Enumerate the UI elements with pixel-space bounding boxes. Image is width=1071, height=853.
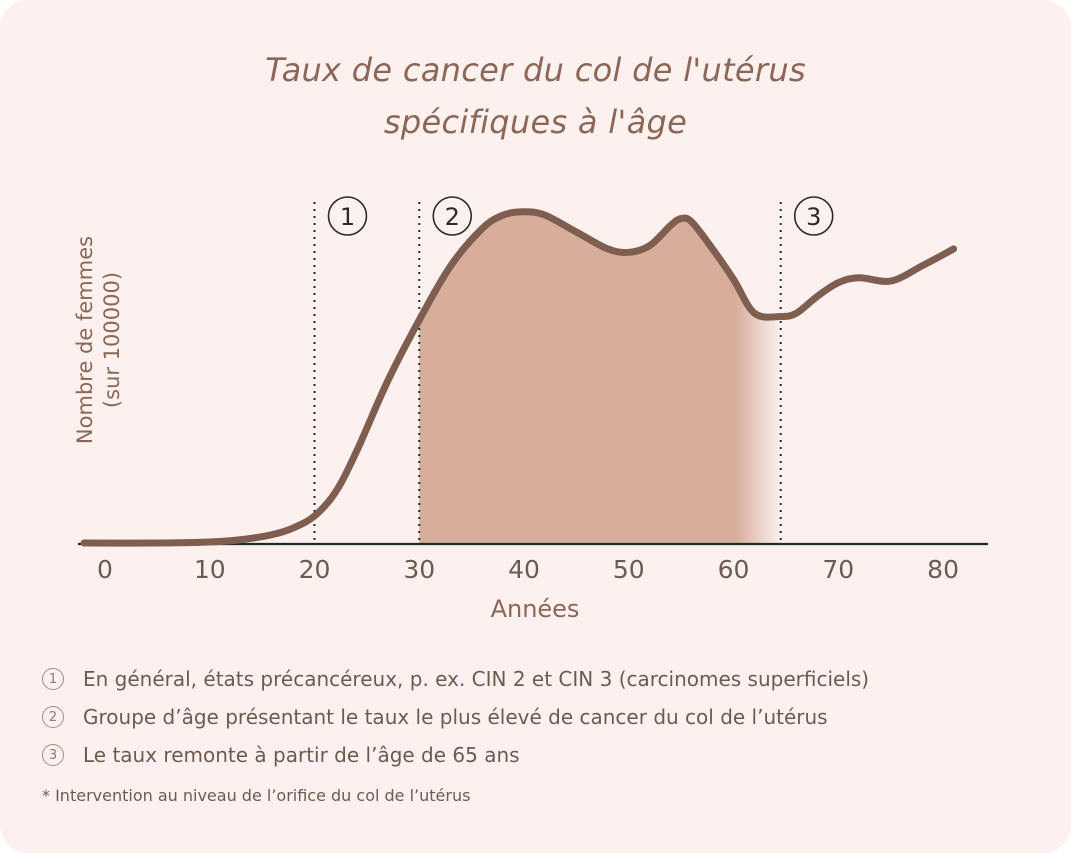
x-tick-label-60: 60 bbox=[718, 555, 750, 584]
note-1: 1 En général, états précancéreux, p. ex.… bbox=[42, 660, 869, 698]
x-tick-label-0: 0 bbox=[97, 555, 113, 584]
note-text-1: En général, états précancéreux, p. ex. C… bbox=[83, 667, 870, 691]
rate-curve bbox=[80, 208, 958, 547]
notes-list: 1 En général, états précancéreux, p. ex.… bbox=[42, 660, 869, 774]
note-text-3: Le taux remonte à partir de l’âge de 65 … bbox=[83, 743, 520, 767]
chart-title-line-1: Taux de cancer du col de l'utérus bbox=[265, 51, 806, 89]
x-tick-label-40: 40 bbox=[508, 555, 540, 584]
x-tick-label-30: 30 bbox=[403, 555, 435, 584]
marker-label-3: 3 bbox=[806, 203, 821, 231]
shaded-area bbox=[419, 211, 781, 543]
marker-circle-1 bbox=[327, 196, 368, 236]
note-text-2: Groupe d’âge présentant le taux le plus … bbox=[83, 705, 828, 729]
note-number-3: 3 bbox=[42, 744, 64, 766]
chart-plot: 1 2 3 0 10 20 30 40 50 60 70 80 Années Nombre de f… bbox=[73, 196, 988, 623]
x-tick-label-50: 50 bbox=[613, 555, 645, 584]
footnote: * Intervention au niveau de l’orifice du… bbox=[42, 786, 471, 805]
x-tick-label-70: 70 bbox=[822, 555, 854, 584]
marker-label-1: 1 bbox=[340, 203, 355, 231]
y-axis-label: Nombre de femmes (sur 100000) bbox=[73, 236, 124, 444]
y-axis-label-line-2: (sur 100000) bbox=[100, 272, 124, 408]
note-3: 3 Le taux remonte à partir de l’âge de 6… bbox=[42, 736, 869, 774]
note-number-2: 2 bbox=[42, 706, 64, 728]
x-tick-label-20: 20 bbox=[299, 555, 331, 584]
y-axis-label-line-1: Nombre de femmes bbox=[73, 236, 97, 444]
x-axis-label: Années bbox=[491, 595, 580, 623]
chart-title: Taux de cancer du col de l'utérus spécif… bbox=[0, 44, 1071, 148]
note-number-1: 1 bbox=[42, 668, 64, 690]
marker-circle-3 bbox=[793, 196, 834, 236]
x-tick-label-80: 80 bbox=[927, 555, 959, 584]
marker-label-2: 2 bbox=[445, 203, 460, 231]
chart-title-line-2: spécifiques à l'âge bbox=[383, 103, 688, 141]
x-tick-label-10: 10 bbox=[194, 555, 226, 584]
note-2: 2 Groupe d’âge présentant le taux le plu… bbox=[42, 698, 869, 736]
marker-circle-2 bbox=[432, 196, 473, 236]
